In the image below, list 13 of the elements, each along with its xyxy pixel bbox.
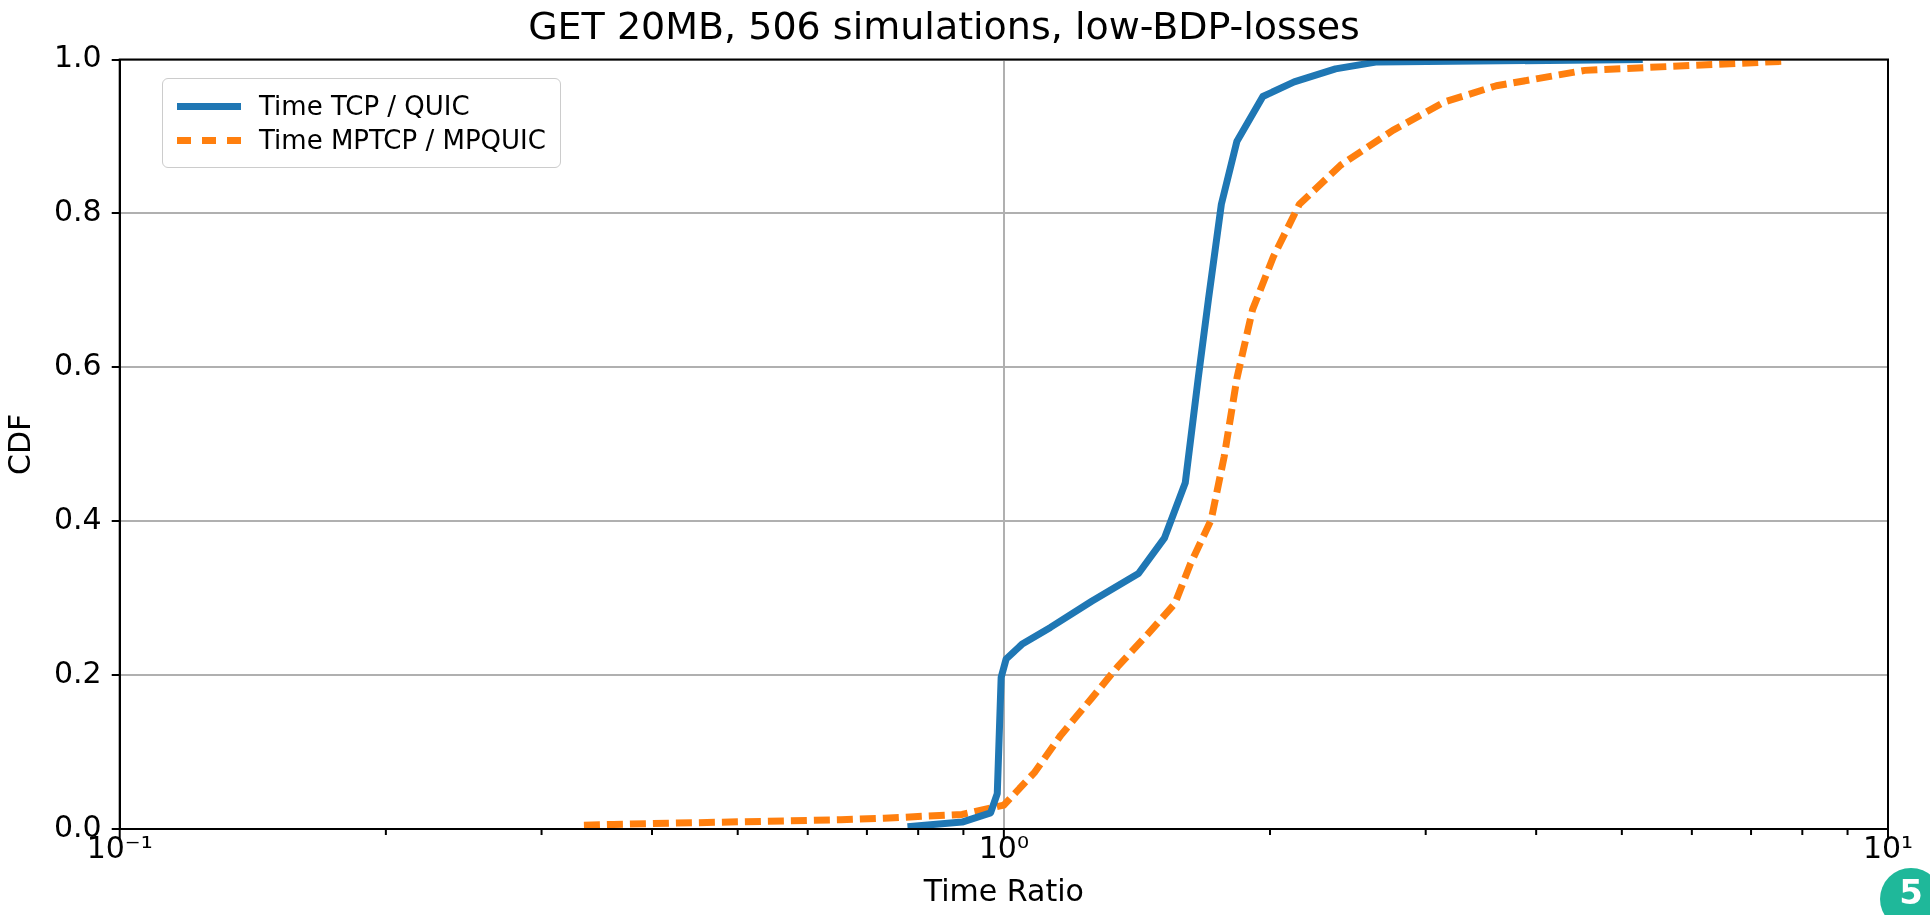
x-tick-label: 10¹: [1862, 829, 1914, 865]
legend-label: Time TCP / QUIC: [259, 91, 470, 121]
x-axis-title: Time Ratio: [922, 872, 1084, 908]
y-tick-label: 0.6: [53, 347, 102, 383]
y-tick-label: 0.4: [53, 501, 102, 537]
chart-title: GET 20MB, 506 simulations, low-BDP-losses: [528, 3, 1360, 48]
y-tick-label: 0.8: [53, 193, 102, 229]
text: 5: [1880, 868, 1930, 915]
y-tick-label: 0.2: [53, 654, 102, 690]
x-tick-label: 10⁰: [978, 829, 1029, 865]
legend-label: Time MPTCP / MPQUIC: [259, 125, 546, 155]
y-axis-title: CDF: [1, 413, 37, 475]
y-tick-label: 1.0: [53, 39, 102, 75]
